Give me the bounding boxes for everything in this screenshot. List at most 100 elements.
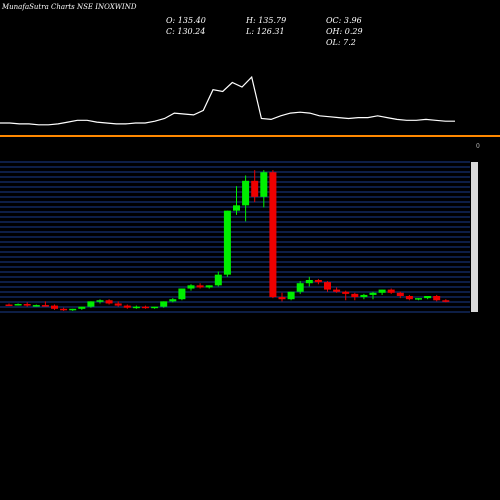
candle-body bbox=[251, 180, 259, 197]
candle bbox=[32, 304, 40, 307]
candle-body bbox=[87, 301, 95, 307]
candle-body bbox=[178, 288, 186, 300]
candle-body bbox=[378, 289, 386, 293]
indicator-line bbox=[0, 75, 455, 126]
candle-body bbox=[132, 306, 140, 309]
candle bbox=[433, 294, 441, 302]
candle bbox=[96, 299, 104, 304]
candle-body bbox=[324, 282, 331, 290]
candle bbox=[142, 305, 149, 309]
candle-body bbox=[369, 292, 377, 295]
ol-value: OL: 7.2 bbox=[326, 38, 356, 47]
indicator-panel bbox=[0, 75, 455, 126]
candle-body bbox=[205, 285, 213, 288]
candle bbox=[214, 271, 222, 287]
candle-body bbox=[242, 180, 250, 206]
candle-body bbox=[151, 306, 159, 309]
candle-body bbox=[105, 300, 113, 304]
high-value: H: 135.79 bbox=[245, 16, 286, 25]
candle bbox=[242, 175, 250, 222]
change-value: OC: 3.96 bbox=[326, 16, 362, 25]
candle-body bbox=[314, 280, 322, 283]
candle bbox=[205, 285, 213, 289]
candle bbox=[369, 291, 377, 300]
candle-body bbox=[233, 205, 240, 211]
candle-body bbox=[23, 304, 31, 306]
candle bbox=[169, 298, 177, 303]
candle-body bbox=[96, 300, 104, 302]
candle-body bbox=[142, 306, 149, 309]
candle-body bbox=[351, 293, 359, 298]
price-grid bbox=[0, 161, 477, 313]
candle-body bbox=[169, 299, 177, 302]
candle bbox=[5, 303, 13, 307]
candle-body bbox=[424, 296, 432, 299]
chart-title: MunafaSutra Charts NSE INOXWIND bbox=[1, 3, 137, 11]
candle-body bbox=[223, 210, 231, 275]
candle bbox=[342, 290, 350, 301]
candle-body bbox=[14, 304, 22, 306]
candle bbox=[160, 301, 168, 308]
candle-body bbox=[405, 296, 413, 300]
zero-marker: 0 bbox=[476, 143, 480, 150]
candle-body bbox=[260, 172, 268, 197]
candle bbox=[305, 276, 313, 287]
candle-body bbox=[114, 303, 122, 306]
candle-body bbox=[160, 301, 168, 307]
candle bbox=[378, 289, 386, 295]
candle bbox=[187, 284, 195, 291]
candle bbox=[69, 308, 77, 311]
candle-body bbox=[396, 292, 404, 296]
candle bbox=[23, 302, 31, 307]
candle bbox=[132, 305, 140, 309]
candle-body bbox=[196, 285, 204, 288]
candle bbox=[442, 299, 450, 303]
candle bbox=[387, 288, 395, 294]
candle bbox=[351, 292, 359, 301]
candle-body bbox=[387, 289, 395, 293]
candle-body bbox=[305, 280, 313, 284]
candle bbox=[333, 287, 341, 293]
price-axis-strip bbox=[471, 162, 478, 312]
candle-body bbox=[287, 291, 295, 300]
candle bbox=[123, 304, 131, 309]
candle-body bbox=[123, 305, 131, 308]
candle-body bbox=[333, 289, 341, 292]
candle-body bbox=[214, 274, 222, 286]
candle bbox=[269, 170, 277, 299]
candle bbox=[114, 301, 122, 307]
candle bbox=[260, 170, 268, 208]
candle-body bbox=[415, 298, 422, 300]
candle bbox=[287, 291, 295, 301]
oh-value: OH: 0.29 bbox=[326, 27, 363, 36]
candle bbox=[105, 299, 113, 305]
candle bbox=[296, 281, 304, 294]
candle bbox=[178, 288, 186, 301]
candle-body bbox=[269, 172, 277, 298]
candle bbox=[14, 303, 22, 306]
candle bbox=[196, 283, 204, 289]
open-value: O: 135.40 bbox=[166, 16, 206, 25]
candle bbox=[78, 306, 86, 310]
close-value: C: 130.24 bbox=[166, 27, 205, 36]
candle-body bbox=[187, 285, 195, 289]
candle bbox=[223, 210, 231, 277]
candle-body bbox=[442, 300, 450, 302]
candle bbox=[87, 301, 95, 308]
candle bbox=[396, 291, 404, 299]
candle bbox=[324, 281, 331, 292]
candle bbox=[151, 306, 159, 309]
candle-body bbox=[296, 283, 304, 292]
low-value: L: 126.31 bbox=[245, 27, 285, 36]
candle bbox=[314, 278, 322, 285]
candles bbox=[5, 170, 450, 311]
candle-body bbox=[51, 305, 58, 309]
candle bbox=[233, 186, 240, 215]
candle bbox=[405, 294, 413, 301]
candle-body bbox=[5, 304, 13, 307]
candle-body bbox=[41, 305, 49, 307]
candle bbox=[41, 301, 49, 307]
candle-body bbox=[60, 308, 68, 311]
candle-body bbox=[32, 305, 40, 307]
